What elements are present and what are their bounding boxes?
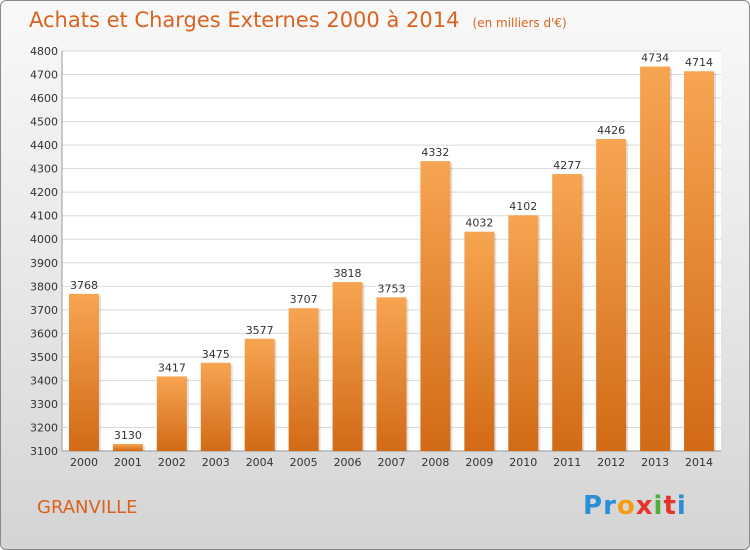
data-label: 4714 [685,56,713,69]
y-tick-label: 3400 [30,374,58,387]
bar [332,282,363,451]
data-label: 4734 [641,52,669,65]
y-tick-label: 3800 [30,280,58,293]
x-tick-label: 2010 [509,456,537,469]
x-tick-label: 2011 [553,456,581,469]
y-tick-label: 4200 [30,186,58,199]
data-label: 4277 [553,159,581,172]
bar [464,231,495,451]
bar [376,297,407,451]
logo-letter: o [616,491,636,521]
y-tick-label: 4600 [30,92,58,105]
x-tick-label: 2006 [334,456,362,469]
y-tick-label: 3200 [30,421,58,434]
city-label: GRANVILLE [37,497,138,518]
x-tick-label: 2007 [378,456,406,469]
data-label: 4032 [465,217,493,230]
chart-subtitle: (en milliers d'€) [472,16,567,30]
logo-letter: r [603,491,617,521]
x-tick-label: 2004 [246,456,274,469]
bar [420,161,451,451]
x-tick-label: 2000 [70,456,98,469]
data-label: 3417 [158,361,186,374]
bar [288,308,319,451]
data-label: 3707 [290,293,318,306]
bar [156,376,187,451]
data-label: 4426 [597,124,625,137]
x-tick-label: 2005 [290,456,318,469]
y-tick-label: 4700 [30,69,58,82]
data-label: 3130 [114,429,142,442]
proxiti-logo: Proxiti [583,491,687,521]
data-label: 3753 [378,282,406,295]
bar [684,71,715,451]
y-tick-label: 3300 [30,398,58,411]
y-tick-label: 3100 [30,445,58,458]
logo-letter: t [663,491,677,521]
bar [244,338,275,451]
data-label: 3577 [246,324,274,337]
x-tick-label: 2009 [465,456,493,469]
x-tick-label: 2002 [158,456,186,469]
x-tick-label: 2014 [685,456,713,469]
x-tick-label: 2012 [597,456,625,469]
logo-letter: P [583,491,604,521]
logo-letter: i [676,491,687,521]
title-block: Achats et Charges Externes 2000 à 2014 (… [29,8,567,32]
y-tick-label: 4100 [30,210,58,223]
logo-letter: i [653,491,664,521]
y-tick-label: 4300 [30,163,58,176]
bar [68,293,99,451]
data-label: 4332 [421,146,449,159]
x-tick-label: 2001 [114,456,142,469]
data-label: 3768 [70,279,98,292]
logo-letter: x [635,491,654,521]
y-tick-label: 4500 [30,116,58,129]
bar [596,139,627,451]
data-label: 4102 [509,200,537,213]
y-tick-label: 3500 [30,351,58,364]
y-tick-label: 3600 [30,327,58,340]
y-tick-label: 4400 [30,139,58,152]
y-tick-label: 4000 [30,233,58,246]
bar [508,215,539,451]
bar [112,443,143,451]
data-label: 3475 [202,348,230,361]
y-tick-label: 3900 [30,257,58,270]
x-tick-label: 2013 [641,456,669,469]
bar [552,174,583,451]
bar [200,362,231,451]
chart-title: Achats et Charges Externes 2000 à 2014 [29,8,460,32]
x-tick-label: 2003 [202,456,230,469]
y-tick-label: 4800 [30,45,58,58]
data-label: 3818 [334,267,362,280]
x-tick-label: 2008 [421,456,449,469]
y-tick-label: 3700 [30,304,58,317]
bar [640,66,671,451]
